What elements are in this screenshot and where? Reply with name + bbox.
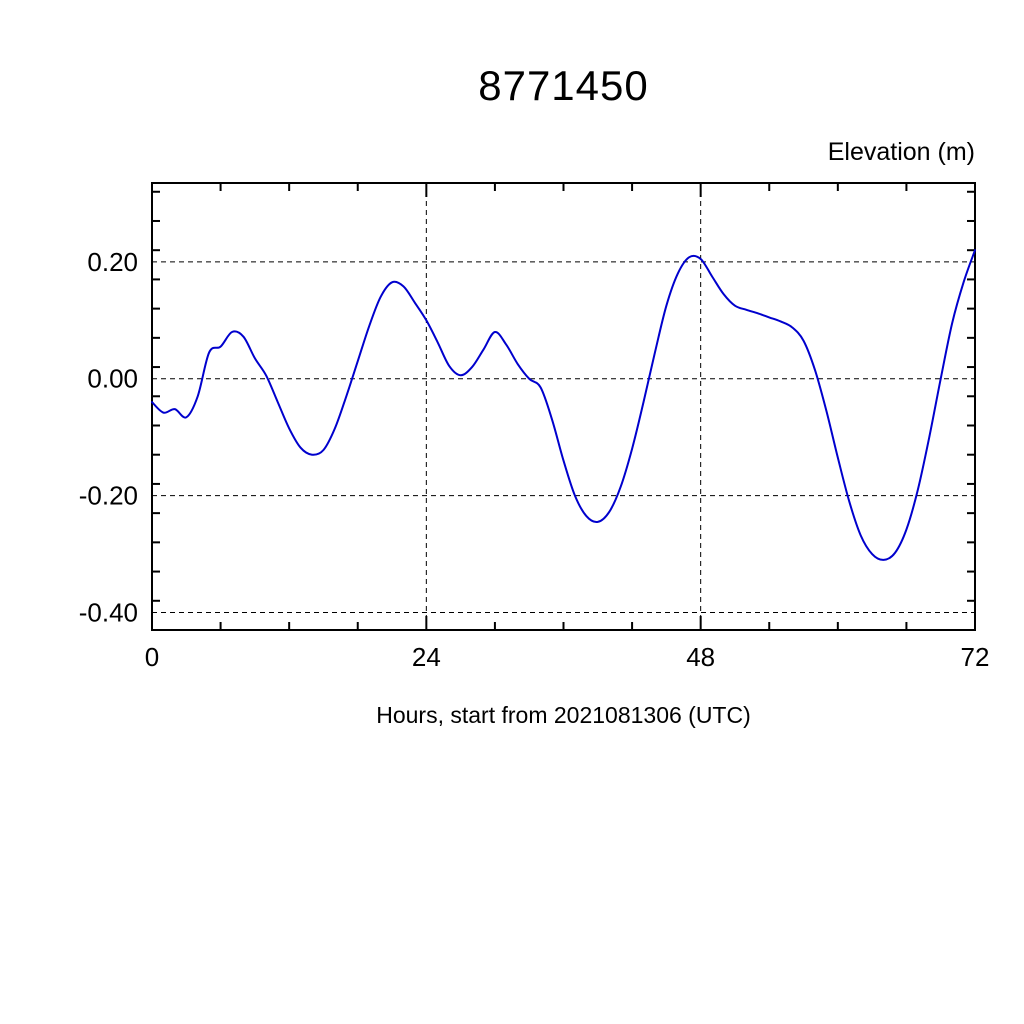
x-tick-label: 48 — [686, 642, 715, 672]
y-tick-label: -0.40 — [79, 597, 138, 627]
y-tick-label: -0.20 — [79, 481, 138, 511]
y-axis-unit-label: Elevation (m) — [827, 138, 975, 166]
elevation-series-line — [151, 249, 976, 561]
x-tick-label: 0 — [145, 642, 159, 672]
x-tick-label: 24 — [412, 642, 441, 672]
x-axis-label: Hours, start from 2021081306 (UTC) — [376, 702, 751, 728]
chart-title: 8771450 — [478, 62, 649, 109]
y-tick-label: 0.20 — [87, 247, 138, 277]
y-tick-label: 0.00 — [87, 364, 138, 394]
plot-frame — [151, 182, 976, 631]
x-tick-label: 72 — [961, 642, 990, 672]
